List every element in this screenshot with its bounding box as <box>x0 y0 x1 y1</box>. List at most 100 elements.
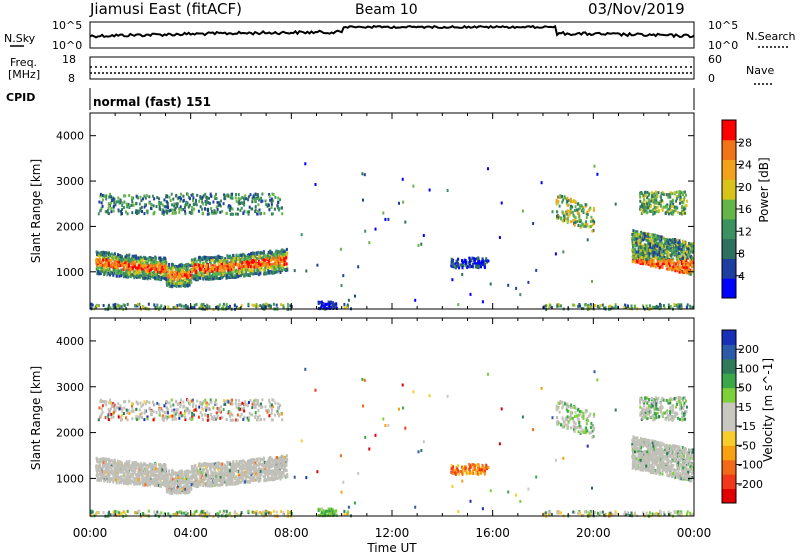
power-cell <box>113 252 116 256</box>
power-cell <box>104 251 107 255</box>
power-cell <box>146 257 149 261</box>
power-cell <box>658 250 661 254</box>
power-cell <box>586 211 589 214</box>
velocity-cell <box>125 470 128 474</box>
power-cell <box>112 273 115 277</box>
power-cell <box>96 264 99 267</box>
power-cell <box>149 276 152 280</box>
power-cell <box>202 261 204 265</box>
power-cell <box>649 242 652 246</box>
power-cell <box>237 196 240 200</box>
power-cell <box>160 304 163 308</box>
power-cell <box>180 304 183 308</box>
power-cell <box>256 195 259 198</box>
power-cell <box>414 298 417 302</box>
power-cell <box>117 200 120 204</box>
power-cell <box>625 306 628 310</box>
power-cell <box>152 264 155 267</box>
power-cell <box>683 206 686 210</box>
power-cell <box>280 303 283 307</box>
power-cell <box>159 272 162 276</box>
power-cell <box>584 203 587 207</box>
power-cell <box>124 194 127 198</box>
power-cell <box>685 262 688 266</box>
power-cell <box>192 196 195 200</box>
power-cell <box>111 271 114 275</box>
power-cell <box>198 255 201 259</box>
velocity-cell <box>279 462 282 466</box>
power-cell <box>230 206 232 210</box>
velocity-cell <box>124 479 127 483</box>
power-cell <box>560 304 562 308</box>
power-cell <box>191 261 194 265</box>
power-cell <box>645 238 648 242</box>
power-cell <box>387 217 390 221</box>
power-cell <box>668 267 671 271</box>
power-cell <box>137 264 140 268</box>
power-cell <box>450 257 453 261</box>
power-cell <box>141 263 144 267</box>
power-cell <box>186 262 189 266</box>
power-cell <box>566 209 569 213</box>
power-cell <box>636 230 639 234</box>
power-cell <box>652 193 655 196</box>
power-cell <box>119 271 122 275</box>
power-cell <box>249 265 252 269</box>
power-cell <box>165 277 168 281</box>
power-cell <box>208 256 210 260</box>
power-cell <box>143 265 146 269</box>
power-cell <box>105 210 108 214</box>
power-cell <box>211 269 214 273</box>
power-cell <box>564 211 567 215</box>
power-cell <box>166 205 169 209</box>
power-cell <box>269 256 272 260</box>
velocity-cell <box>175 471 178 475</box>
power-cell <box>273 257 276 261</box>
power-cell <box>558 204 561 208</box>
power-cell <box>368 241 371 245</box>
power-cell <box>166 272 169 276</box>
power-cell <box>343 302 346 306</box>
power-cell <box>671 250 673 254</box>
power-cell <box>639 199 642 203</box>
power-cell <box>264 260 267 264</box>
power-cell <box>230 273 233 277</box>
power-cell <box>234 259 237 263</box>
power-cell <box>202 194 205 198</box>
power-cell <box>212 267 215 271</box>
power-cell <box>687 244 690 248</box>
velocity-scatter <box>90 367 694 518</box>
power-cell <box>117 256 120 260</box>
freq-label-top: Freq. <box>10 56 37 69</box>
power-cell <box>219 203 221 207</box>
velocity-cell <box>138 475 140 479</box>
power-cell <box>179 267 182 271</box>
power-cell <box>643 260 646 264</box>
power-cell <box>177 277 180 281</box>
power-cell <box>575 208 578 212</box>
velocity-cell <box>155 470 158 474</box>
power-cell <box>213 273 216 277</box>
velocity-cell <box>118 481 121 485</box>
power-cell <box>257 255 260 258</box>
power-cell <box>678 193 680 197</box>
power-cell <box>163 198 166 202</box>
power-cell <box>248 210 250 214</box>
velocity-cell <box>159 479 162 483</box>
power-cell <box>685 253 688 257</box>
velocity-cell <box>165 472 168 476</box>
power-cell <box>209 192 212 196</box>
power-cell <box>264 303 267 307</box>
power-cell <box>190 259 193 263</box>
velocity-cell <box>173 490 176 494</box>
power-cell <box>662 205 665 209</box>
power-cell <box>659 246 662 250</box>
velocity-cell <box>117 471 120 475</box>
power-cell <box>646 195 649 199</box>
velocity-cell <box>123 474 126 478</box>
power-cell <box>175 285 178 288</box>
power-cell <box>574 220 577 224</box>
power-cell <box>101 204 104 208</box>
power-cell <box>123 206 125 209</box>
power-cell <box>274 265 277 269</box>
